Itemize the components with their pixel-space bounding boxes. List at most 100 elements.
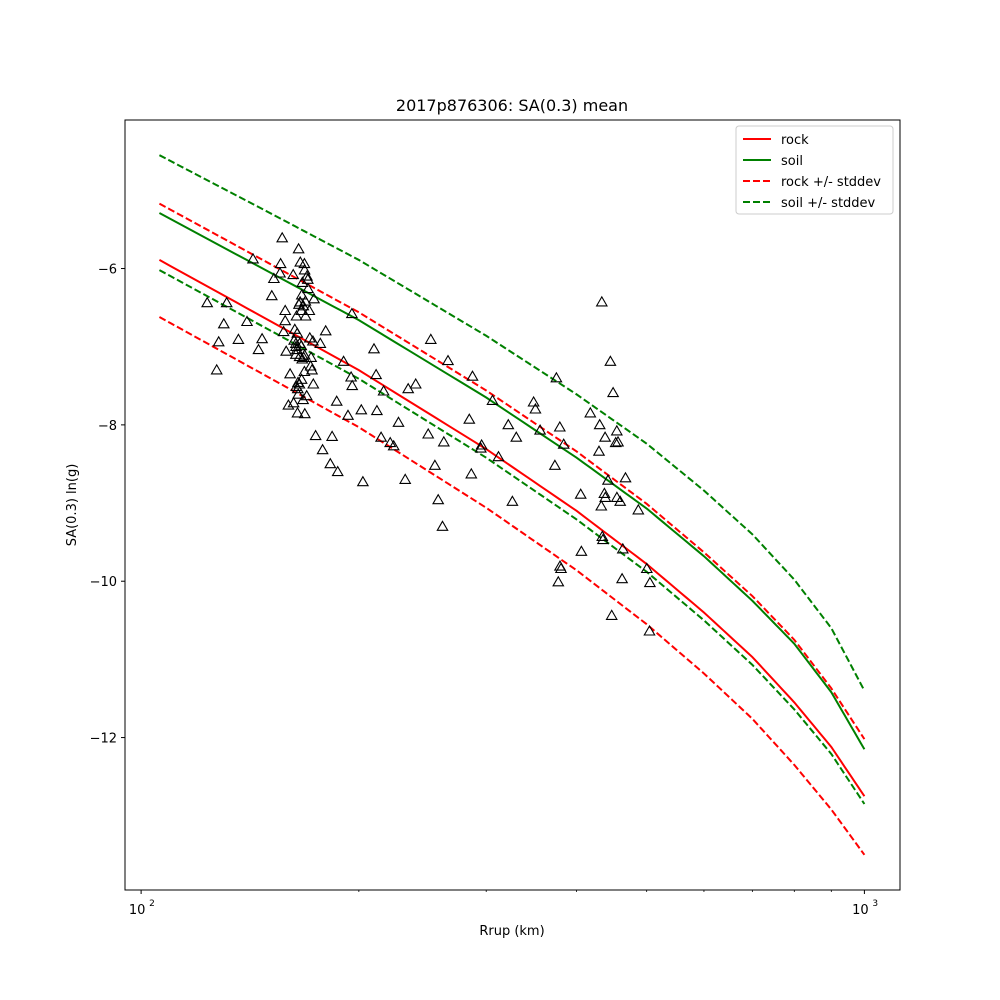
point-124 [574,488,587,499]
point-97 [422,427,435,439]
point-80 [341,409,355,420]
point-63 [303,304,316,316]
point-149 [640,562,653,574]
point-126 [584,406,597,418]
point-113 [510,431,523,442]
point-39 [293,350,306,362]
y-axis-label: SA(0.3) ln(g) [65,464,80,547]
point-45 [295,373,308,384]
point-106 [466,370,479,381]
point-103 [441,354,455,366]
model-curves [158,154,866,856]
point-49 [296,393,310,405]
point-2 [212,335,225,347]
point-150 [643,624,656,636]
point-101 [436,520,449,531]
legend-label-3: soil +/- stddev [781,196,876,211]
point-130 [595,295,608,307]
point-77 [330,395,343,406]
point-119 [552,575,565,587]
point-137 [604,355,617,366]
point-123 [557,438,570,449]
point-146 [616,542,629,554]
point-90 [377,384,390,396]
point-71 [309,429,322,441]
point-18 [280,345,293,356]
point-86 [367,342,381,354]
point-89 [374,431,388,442]
plot-frame [124,119,901,891]
point-110 [492,450,505,462]
point-19 [282,399,295,410]
point-151 [643,576,657,588]
point-65 [304,359,317,371]
point-22 [287,396,300,408]
point-105 [465,467,478,479]
point-115 [529,402,542,414]
y-tick-label-3: −12 [90,732,117,747]
point-43 [295,339,308,351]
legend: rock soil rock +/- stddev soil +/- stddev [735,125,894,215]
point-140 [609,436,622,448]
y-tick-label-1: −8 [98,419,117,434]
point-56 [298,407,311,419]
point-111 [502,418,515,430]
y-tick-label-0: −6 [98,263,117,278]
point-0 [201,296,214,308]
point-98 [424,333,437,344]
point-5 [232,333,245,344]
point-99 [428,459,442,470]
point-30 [290,343,304,355]
point-84 [355,403,368,415]
point-31 [291,327,304,338]
curve-4 [158,154,866,692]
x-tick-label-0: 10 [129,903,146,918]
point-112 [506,495,519,506]
point-134 [598,431,612,442]
point-6 [240,315,254,327]
point-17 [279,314,292,326]
point-60 [300,270,314,281]
point-11 [267,272,281,284]
point-79 [337,355,350,366]
point-133 [598,487,611,498]
point-20 [283,367,297,379]
point-29 [290,309,303,321]
point-117 [548,459,562,470]
point-75 [324,457,337,469]
point-9 [255,332,269,344]
point-125 [575,545,588,556]
point-73 [316,443,329,455]
x-tick-label-1: 10 [852,903,869,918]
observation-points [201,231,657,636]
point-67 [305,363,319,375]
point-100 [432,493,445,505]
point-147 [619,471,632,483]
point-15 [277,325,290,337]
point-68 [306,334,320,346]
point-7 [246,252,260,264]
curve-5 [158,269,866,805]
point-76 [325,430,339,441]
point-74 [319,324,332,336]
point-94 [399,473,412,484]
point-14 [276,231,289,243]
point-83 [346,379,359,391]
point-52 [298,257,311,269]
point-143 [611,435,625,447]
point-141 [610,424,623,436]
point-48 [296,276,309,287]
point-59 [300,389,313,401]
point-55 [298,349,311,360]
point-4 [220,296,233,308]
point-21 [287,268,300,280]
point-36 [292,242,305,254]
x-axis-label: Rrup (km) [479,924,544,939]
point-46 [295,288,308,300]
point-72 [314,337,327,348]
point-81 [344,370,358,382]
point-118 [550,371,563,383]
point-85 [356,475,370,487]
point-135 [599,491,612,502]
